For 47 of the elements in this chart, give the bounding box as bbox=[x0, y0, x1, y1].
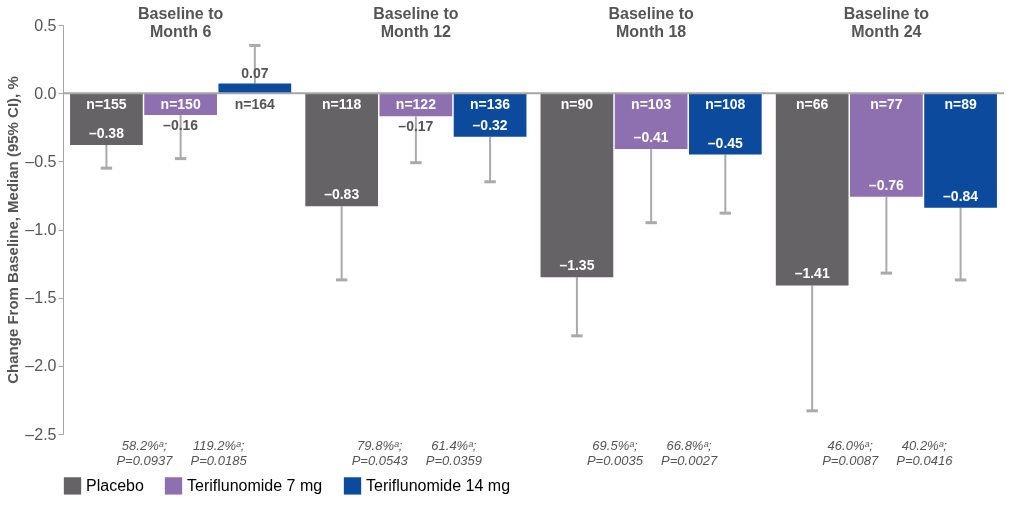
y-tick-label: –0.5 bbox=[25, 152, 57, 170]
data-label: –0.17 bbox=[398, 118, 434, 135]
legend-label: Teriflunomide 7 mg bbox=[187, 476, 323, 494]
y-tick-label: 0.0 bbox=[34, 84, 57, 102]
annotation: n=90 bbox=[560, 96, 594, 113]
annotation: n=77 bbox=[870, 96, 903, 113]
annotation: n=66 bbox=[796, 96, 829, 113]
annotation: n=155 bbox=[86, 96, 127, 113]
data-label: –0.38 bbox=[88, 124, 125, 141]
data-label: –1.35 bbox=[559, 257, 595, 274]
text: 79.8%ᵃ; P=0.0543 bbox=[351, 438, 409, 468]
data-label: –0.45 bbox=[707, 134, 744, 151]
y-tick-label: 0.5 bbox=[34, 16, 57, 34]
x-tick-label: Baseline to Month 12 bbox=[373, 4, 459, 40]
text: 66.8%ᵃ; P=0.0027 bbox=[661, 438, 718, 468]
text: 119.2%ᵃ; P=0.0185 bbox=[190, 438, 248, 468]
text: 46.0%ᵃ; P=0.0087 bbox=[822, 438, 879, 468]
x-tick-label: Baseline to Month 18 bbox=[608, 4, 695, 40]
annotation: n=103 bbox=[631, 96, 672, 113]
x-tick-label: Baseline to Month 24 bbox=[843, 4, 930, 40]
y-tick-label: –2.0 bbox=[25, 357, 57, 375]
data-label: –1.41 bbox=[794, 265, 830, 282]
y-tick-label: –1.5 bbox=[25, 289, 57, 307]
annotation: n=89 bbox=[944, 96, 977, 113]
data-label: –0.76 bbox=[868, 176, 905, 193]
y-tick-label: –1.0 bbox=[25, 221, 57, 238]
legend-label: Teriflunomide 14 mg bbox=[366, 476, 511, 494]
data-label: –0.83 bbox=[324, 186, 360, 203]
text: 58.2%ᵃ; P=0.0937 bbox=[116, 438, 174, 468]
text: 69.5%ᵃ; P=0.0035 bbox=[586, 438, 644, 468]
annotation: n=122 bbox=[395, 96, 437, 113]
legend-label: Placebo bbox=[86, 476, 144, 494]
annotation: n=108 bbox=[705, 96, 746, 113]
y-tick-label: –2.5 bbox=[25, 425, 57, 443]
text: 40.2%ᵃ; P=0.0416 bbox=[896, 438, 954, 468]
x-tick-label: Baseline to Month 6 bbox=[137, 4, 224, 40]
data-label: –0.32 bbox=[472, 116, 508, 133]
text: 61.4%ᵃ; P=0.0359 bbox=[425, 438, 482, 468]
data-label: 0.07 bbox=[241, 64, 269, 81]
data-label: –0.41 bbox=[633, 129, 669, 146]
annotation: n=150 bbox=[160, 96, 201, 113]
data-label: –0.84 bbox=[943, 187, 979, 204]
data-label: –0.16 bbox=[163, 116, 199, 133]
annotation: n=136 bbox=[470, 96, 511, 113]
annotation: n=118 bbox=[322, 96, 362, 113]
y-axis-title: Change From Baseline, Median (95% CI), % bbox=[4, 76, 22, 384]
annotation: n=164 bbox=[234, 96, 276, 113]
